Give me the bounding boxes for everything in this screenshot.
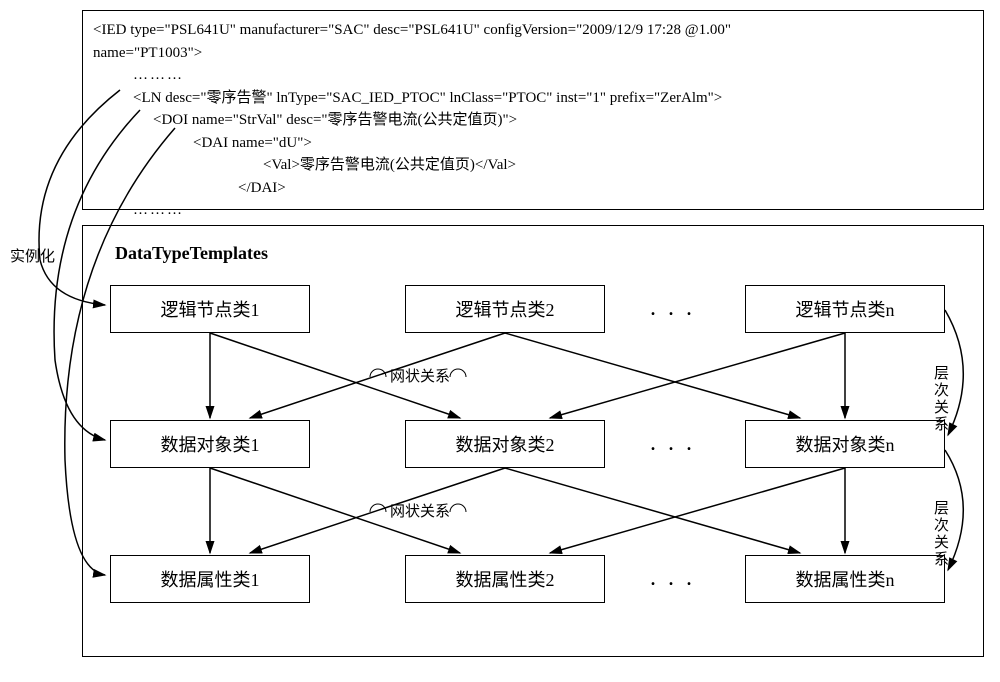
xml-line-ied-name: name="PT1003"> (93, 42, 973, 65)
data-object-class-n: 数据对象类n (745, 420, 945, 468)
mesh-label-1: 网状关系 (390, 365, 450, 386)
data-attribute-class-n: 数据属性类n (745, 555, 945, 603)
data-object-class-2: 数据对象类2 (405, 420, 605, 468)
mesh-label-2: 网状关系 (390, 500, 450, 521)
xml-code-box: <IED type="PSL641U" manufacturer="SAC" d… (82, 10, 984, 210)
logic-node-class-2: 逻辑节点类2 (405, 285, 605, 333)
templates-title: DataTypeTemplates (115, 243, 971, 264)
hierarchy-label-1: 层次关系 (930, 365, 951, 433)
diagram-container: <IED type="PSL641U" manufacturer="SAC" d… (10, 10, 990, 672)
row2-ellipsis: . . . (650, 430, 695, 457)
row3-ellipsis: . . . (650, 565, 695, 592)
xml-dots-2: ……… (93, 199, 973, 222)
data-attribute-class-1: 数据属性类1 (110, 555, 310, 603)
logic-node-class-1: 逻辑节点类1 (110, 285, 310, 333)
xml-line-dai: <DAI name="dU"> (93, 132, 973, 155)
hierarchy-label-2: 层次关系 (930, 500, 951, 568)
xml-line-ln: <LN desc="零序告警" lnType="SAC_IED_PTOC" ln… (93, 87, 973, 110)
xml-line-doi: <DOI name="StrVal" desc="零序告警电流(公共定值页)"> (93, 109, 973, 132)
instantiate-label: 实例化 (10, 245, 55, 266)
xml-dots-1: ……… (93, 64, 973, 87)
xml-line-val: <Val>零序告警电流(公共定值页)</Val> (93, 154, 973, 177)
logic-node-class-n: 逻辑节点类n (745, 285, 945, 333)
data-object-class-1: 数据对象类1 (110, 420, 310, 468)
xml-line-ied: <IED type="PSL641U" manufacturer="SAC" d… (93, 19, 973, 42)
xml-line-dai-close: </DAI> (93, 177, 973, 200)
data-attribute-class-2: 数据属性类2 (405, 555, 605, 603)
row1-ellipsis: . . . (650, 295, 695, 322)
